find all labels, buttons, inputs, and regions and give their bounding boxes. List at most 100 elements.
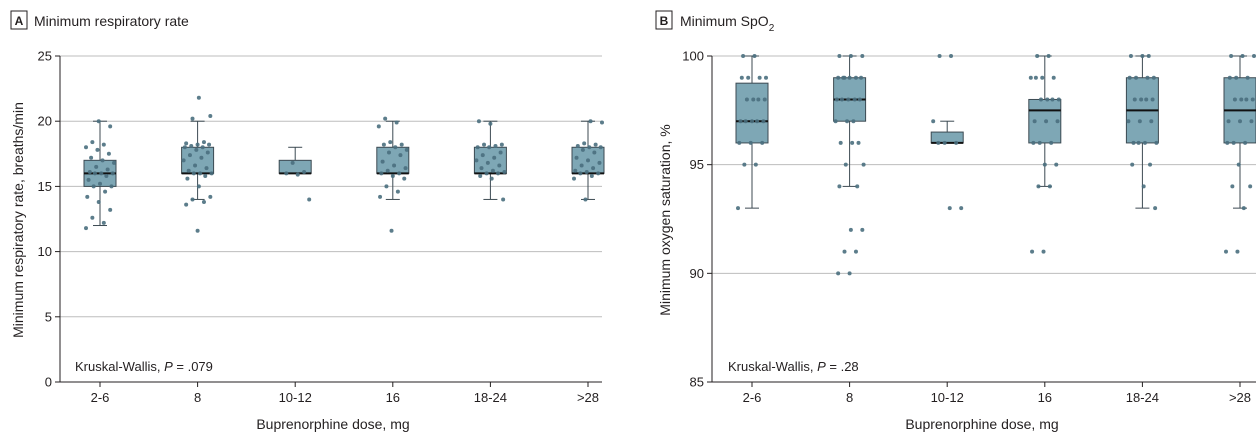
panel-b-data-point	[1139, 97, 1144, 102]
panel-a-plot: 0 5 10 15 20 25 2-6 8 10-12 16 18-24 >28	[38, 49, 605, 405]
panel-a-data-point	[402, 176, 407, 181]
panel-a-data-point	[497, 163, 502, 168]
panel-a-data-point	[582, 141, 587, 146]
panel-a-data-point	[95, 147, 100, 152]
panel-a-data-point	[196, 95, 201, 100]
panel-b-data-point	[752, 54, 757, 58]
panel-a-data-point	[588, 119, 593, 124]
panel-a-data-point	[404, 147, 409, 152]
panel-a-data-point	[106, 151, 111, 156]
panel-b-data-point	[1151, 75, 1156, 80]
panel-b-data-point	[1248, 184, 1253, 189]
panel-b-data-point	[1243, 140, 1248, 145]
panel-b-data-point	[1045, 97, 1050, 102]
panel-a-data-point	[284, 171, 289, 176]
panel-a-data-point	[393, 145, 398, 150]
panel-a-y-tick-label: 10	[38, 244, 52, 259]
panel-b-data-point	[1141, 184, 1146, 189]
panel-b-data-point	[1038, 97, 1043, 102]
panel-b-data-point	[846, 97, 851, 102]
panel-b-letter: B	[660, 14, 669, 28]
panel-a-data-point	[92, 171, 97, 176]
panel-a-data-point	[186, 168, 191, 173]
panel-b-data-point	[1241, 206, 1246, 211]
panel-a-x-tick-label: 8	[194, 390, 201, 405]
panel-a-data-point	[182, 145, 187, 150]
panel-a-y-tick-label: 20	[38, 114, 52, 129]
panel-a-data-point	[190, 116, 195, 121]
panel-a-y-tick-label: 15	[38, 179, 52, 194]
panel-a-y-tick-label: 25	[38, 49, 52, 64]
panel-a-data-point	[201, 140, 206, 145]
panel-b-data-point	[848, 54, 853, 58]
panel-b-x-tick-label: 8	[846, 390, 853, 405]
panel-b-data-point	[736, 206, 740, 211]
panel-a-data-point	[572, 176, 576, 181]
panel-a-data-point	[502, 170, 507, 175]
panel-a-data-point	[479, 166, 484, 171]
panel-b-data-point	[1236, 162, 1241, 167]
panel-a-data-point	[209, 171, 214, 176]
panel-b-data-point	[1130, 162, 1135, 167]
panel-a-data-point	[196, 184, 201, 189]
panel-b-data-point	[845, 119, 850, 124]
panel-a-data-point	[592, 150, 597, 155]
panel-b-data-point	[742, 162, 747, 167]
panel-b-data-point	[1037, 140, 1042, 145]
panel-b-data-point	[755, 119, 760, 124]
panel-a-data-point	[198, 171, 203, 176]
panel-b-data-point	[1044, 119, 1049, 124]
panel-a-data-point	[390, 173, 395, 178]
panel-a-data-point	[482, 142, 487, 147]
panel-b-x-tick-label: >28	[1229, 390, 1251, 405]
panel-b-data-point	[954, 140, 959, 145]
panel-a-letter: A	[15, 14, 24, 28]
panel-a-data-point	[583, 197, 588, 202]
panel-b-box	[735, 82, 769, 144]
panel-a-data-point	[598, 145, 603, 150]
panel-a-note-p: P	[164, 359, 173, 374]
panel-a-data-point	[597, 160, 602, 165]
panel-b-data-point	[1046, 54, 1051, 58]
panel-a-data-point	[600, 120, 604, 125]
panel-a-kruskal-wallis-note: Kruskal-Wallis, P = .079	[75, 359, 213, 374]
panel-a-y-tick-label: 0	[45, 375, 52, 390]
panel-a-x-tick-label: >28	[577, 390, 599, 405]
panel-b-data-point	[744, 97, 749, 102]
panel-b-data-point	[843, 162, 848, 167]
panel-b-data-point	[937, 54, 942, 58]
panel-b-data-point	[942, 140, 947, 145]
panel-a-badge	[10, 10, 28, 30]
panel-a-data-point	[490, 168, 495, 173]
panel-b-data-point	[764, 75, 768, 80]
panel-a-data-point	[378, 194, 383, 199]
panel-a-x-axis-label: Buprenorphine dose, mg	[256, 416, 409, 432]
panel-a-data-point	[195, 228, 200, 233]
panel-b-data-point	[741, 54, 746, 58]
panel-a-note-value: = .079	[173, 359, 213, 374]
panel-a-data-point	[90, 140, 95, 145]
panel-b-data-point	[1054, 162, 1059, 167]
panel-a-data-point	[204, 166, 209, 171]
panel-b-data-point	[750, 119, 754, 124]
panel-b-data-point	[859, 75, 864, 80]
panel-b-data-point	[751, 97, 756, 102]
panel-b-x-tick-label: 16	[1038, 390, 1052, 405]
panel-b-data-point	[839, 97, 844, 102]
panel-a-data-point	[101, 142, 106, 147]
panel-a-data-point	[96, 200, 101, 205]
panel-b-data-point	[1040, 75, 1045, 80]
panel-a-y-tick-label: 5	[45, 309, 52, 324]
panel-b-data-point	[756, 97, 761, 102]
panel-a-data-point	[199, 155, 204, 160]
panel-a-data-point	[586, 158, 590, 163]
panel-b-data-point	[1140, 54, 1145, 58]
panel-a-box	[278, 159, 312, 174]
panel-b-data-point	[848, 227, 853, 232]
panel-a-data-point	[104, 173, 109, 178]
panel-a-data-point	[108, 207, 113, 212]
panel-a-data-point	[302, 170, 307, 175]
panel-b-data-point	[861, 162, 866, 167]
panel-b-data-point	[1056, 97, 1061, 102]
panel-b-data-point	[855, 184, 860, 189]
